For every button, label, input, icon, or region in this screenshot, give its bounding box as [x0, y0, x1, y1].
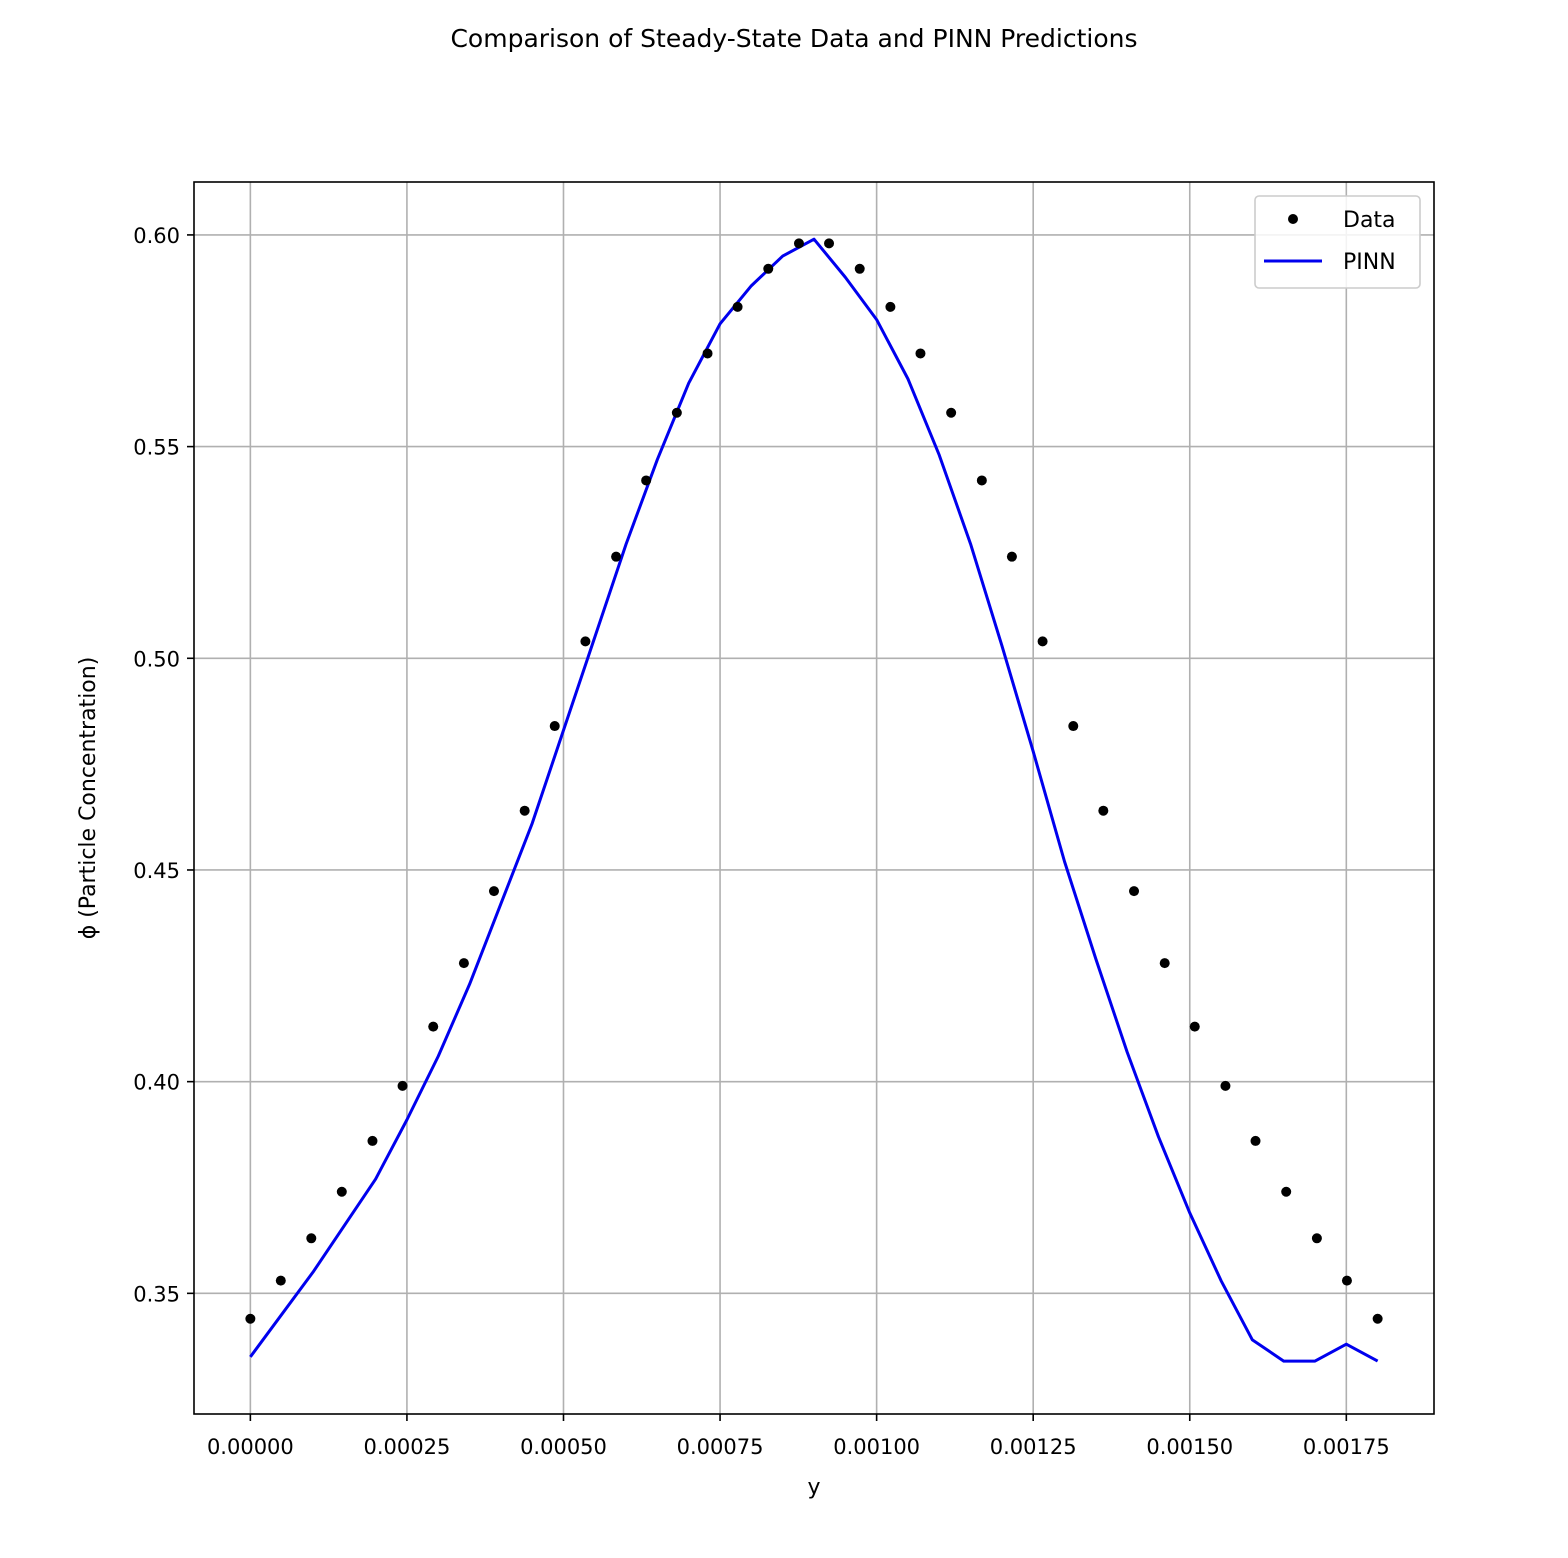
x-tick-label: 0.00000: [207, 1435, 294, 1459]
data-point: [702, 348, 713, 359]
data-point: [641, 475, 652, 486]
data-point: [306, 1233, 317, 1244]
chart-title: Comparison of Steady-State Data and PINN…: [450, 24, 1137, 53]
plot-frame: [193, 181, 1435, 1415]
legend-label-pinn: PINN: [1343, 250, 1396, 275]
data-point: [1068, 721, 1079, 732]
data-point: [428, 1021, 439, 1032]
y-tick-label: 0.40: [133, 1071, 180, 1095]
data-point: [1098, 805, 1109, 816]
data-point: [458, 958, 469, 969]
data-point: [245, 1313, 256, 1324]
ticks: 0.00000 0.00025 0.00050 0.00075 0.00100 0.001…: [133, 224, 1390, 1459]
data-point: [397, 1080, 408, 1091]
data-point: [763, 263, 774, 274]
data-point: [793, 238, 804, 249]
data-point: [549, 721, 560, 732]
data-point: [1006, 551, 1017, 562]
data-point: [732, 301, 743, 312]
data-point: [671, 407, 682, 418]
legend-label-data: Data: [1343, 208, 1396, 233]
data-point: [1341, 1275, 1352, 1286]
data-point: [976, 475, 987, 486]
data-point: [1311, 1233, 1322, 1244]
legend-marker-data: [1288, 214, 1298, 224]
data-point: [824, 238, 835, 249]
x-tick-label: 0.00100: [833, 1435, 920, 1459]
y-tick-label: 0.45: [133, 859, 180, 883]
data-point: [915, 348, 926, 359]
data-point: [1372, 1313, 1383, 1324]
data-point: [275, 1275, 286, 1286]
data-point: [519, 805, 530, 816]
x-tick-label: 0.00025: [364, 1435, 451, 1459]
data-point: [1129, 886, 1140, 897]
data-point: [488, 886, 499, 897]
data-point: [611, 551, 622, 562]
data-point: [336, 1186, 347, 1197]
data-point: [580, 636, 591, 647]
data-point: [1250, 1135, 1261, 1146]
x-tick-label: 0.00175: [1303, 1435, 1390, 1459]
data-point: [1037, 636, 1048, 647]
y-axis-title: ϕ (Particle Concentration): [76, 657, 101, 940]
data-point: [885, 301, 896, 312]
y-tick-label: 0.50: [133, 647, 180, 671]
data-point: [367, 1135, 378, 1146]
data-point: [1220, 1080, 1231, 1091]
data-point: [1281, 1186, 1292, 1197]
y-tick-label: 0.55: [133, 436, 180, 460]
legend: Data PINN: [1254, 195, 1421, 289]
x-tick-label: 0.00150: [1146, 1435, 1233, 1459]
x-tick-label: 0.00075: [677, 1435, 764, 1459]
x-tick-label: 0.00050: [520, 1435, 607, 1459]
data-point: [1189, 1021, 1200, 1032]
data-point: [854, 263, 865, 274]
pinn-line: [249, 237, 1379, 1363]
data-point: [946, 407, 957, 418]
series-layer: [245, 237, 1383, 1363]
x-axis-title: y: [807, 1475, 820, 1500]
y-tick-label: 0.60: [133, 224, 180, 248]
x-tick-label: 0.00125: [990, 1435, 1077, 1459]
y-tick-label: 0.35: [133, 1282, 180, 1306]
data-point: [1159, 958, 1170, 969]
